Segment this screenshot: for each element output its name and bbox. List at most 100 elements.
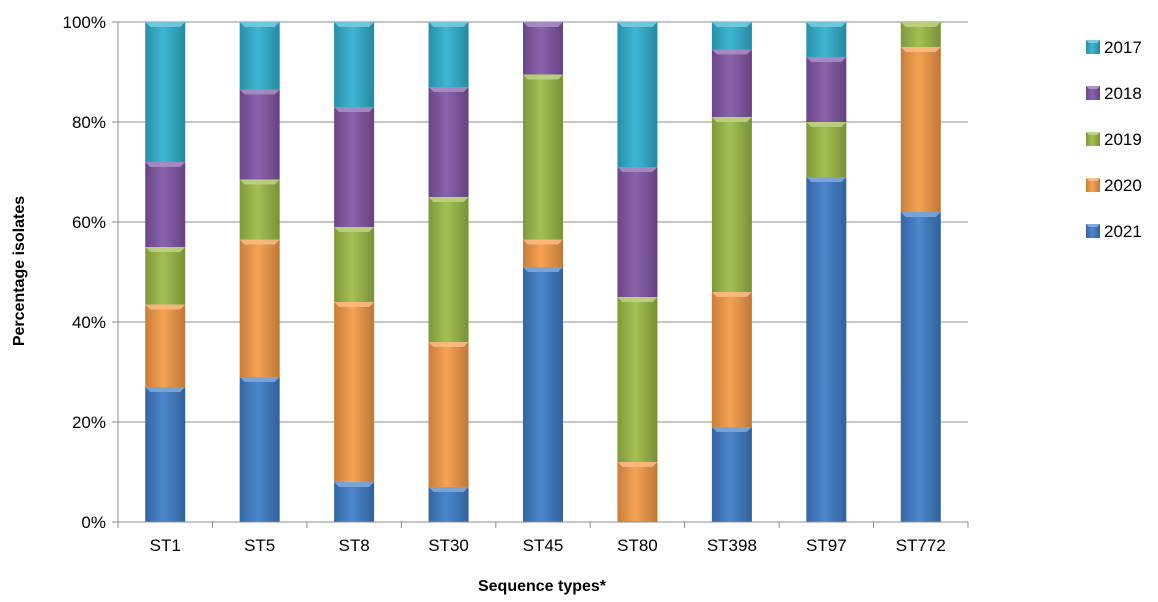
bar-bevel [711,117,752,122]
bar-bevel [806,122,847,127]
x-tick-label: ST97 [806,536,847,555]
bar-segment-2018-ST8 [334,107,375,227]
y-tick-label: 0% [81,513,106,532]
x-axis-title: Sequence types* [478,578,607,595]
legend-label-2020: 2020 [1104,176,1142,195]
bar-bevel [145,162,186,167]
bar-segment-2020-ST30 [428,342,469,487]
bar-bevel [711,49,752,55]
x-tick-label: ST5 [244,536,275,555]
bar-segment-2021-ST5 [239,377,280,522]
y-tick-label: 80% [72,113,106,132]
legend-swatch-2019 [1086,132,1100,146]
x-tick-label: ST45 [523,536,564,555]
legend-label-2019: 2019 [1104,130,1142,149]
bar-bevel [428,87,469,92]
bar-bevel [523,267,563,272]
bar-segment-2018-ST80 [617,167,658,297]
bar-bevel [617,462,658,467]
y-tick-label: 100% [63,13,106,32]
bar-segment-2020-ST8 [334,302,375,482]
legend-swatch-2021 [1086,224,1100,238]
bar-bevel [239,179,280,185]
bar-segment-2017-ST30 [428,22,469,87]
bar-segment-2017-ST8 [334,22,375,107]
bar-segment-2021-ST8 [334,482,375,522]
legend: 2017 2018 2019 2020 2021 [1086,38,1142,241]
bar-bevel [145,387,186,392]
bar-bevel [239,22,280,27]
x-tick-label: ST8 [339,536,370,555]
bar-bevel [900,212,941,217]
bar-bevel [617,167,658,172]
bar-segment-2019-ST97 [806,122,847,177]
bar-bevel [145,247,186,252]
bar-segment-2020-ST772 [900,47,941,212]
bar-segment-2021-ST1 [145,387,186,522]
bar-segment-2019-ST398 [711,117,752,292]
bar-bevel [806,57,847,62]
bar-segment-2021-ST97 [806,177,847,522]
bar-segment-2017-ST1 [145,22,186,162]
legend-swatch-bevel [1086,40,1100,43]
bar-bevel [523,74,563,80]
x-tick-label: ST80 [617,536,658,555]
bar-segment-2018-ST5 [239,89,280,180]
bar-bevel [617,22,658,27]
x-tick-labels: ST1 ST5 ST8 ST30 ST45 ST80 ST398 ST97 ST772 [150,536,946,555]
bar-segment-2017-ST80 [617,22,658,167]
bar-segment-2021-ST772 [900,212,941,522]
bar-bevel [145,22,186,27]
legend-swatch-bevel [1086,86,1100,89]
bar-segment-2020-ST5 [239,239,280,377]
bar-bevel [239,377,280,382]
bars [145,22,941,522]
bar-segment-2018-ST1 [145,162,186,247]
legend-swatch-bevel [1086,224,1100,227]
bar-bevel [900,47,941,52]
bar-bevel [711,292,752,297]
bar-segment-2018-ST398 [711,49,752,117]
bar-bevel [334,302,375,307]
x-tick-label: ST772 [896,536,946,555]
legend-label-2017: 2017 [1104,38,1142,57]
x-tick-label: ST1 [150,536,181,555]
bar-bevel [334,22,375,27]
legend-label-2021: 2021 [1104,222,1142,241]
bar-bevel [900,22,941,27]
bar-bevel [145,304,186,310]
bar-segment-2021-ST398 [711,427,752,522]
bar-bevel [523,239,563,245]
bar-segment-2017-ST5 [239,22,280,90]
bar-bevel [428,342,469,347]
legend-swatch-bevel [1086,178,1100,181]
bar-segment-2018-ST30 [428,87,469,197]
bar-segment-2018-ST97 [806,57,847,122]
legend-swatch-2017 [1086,40,1100,54]
bar-bevel [617,297,658,302]
bar-bevel [428,487,469,492]
bar-bevel [711,22,752,27]
x-tick-label: ST398 [707,536,757,555]
bar-segment-2019-ST8 [334,227,375,302]
bar-segment-2019-ST45 [523,74,563,240]
bar-bevel [428,22,469,27]
bar-segment-2020-ST1 [145,304,186,387]
bar-bevel [239,89,280,95]
bar-segment-2019-ST30 [428,197,469,342]
y-tick-labels: 0% 20% 40% 60% 80% 100% [63,13,106,532]
bar-bevel [711,427,752,432]
bar-bevel [428,197,469,202]
y-tick-label: 20% [72,413,106,432]
axes [112,21,969,528]
y-tick-label: 40% [72,313,106,332]
bar-segment-2020-ST80 [617,462,658,522]
bar-segment-2019-ST5 [239,179,280,240]
y-tick-label: 60% [72,213,106,232]
bar-bevel [334,227,375,232]
bar-bevel [239,239,280,245]
bar-segment-2020-ST398 [711,292,752,427]
bar-bevel [806,22,847,27]
bar-segment-2019-ST1 [145,247,186,305]
